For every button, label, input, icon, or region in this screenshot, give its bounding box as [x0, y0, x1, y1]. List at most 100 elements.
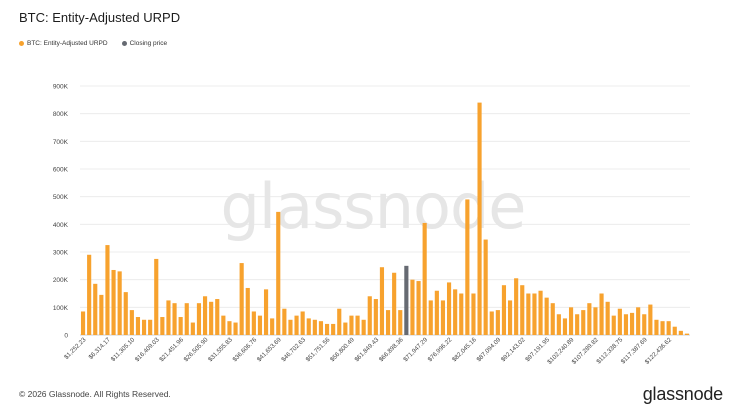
urpd-bar[interactable]: [587, 303, 592, 335]
urpd-bar[interactable]: [648, 304, 653, 335]
urpd-bar[interactable]: [367, 296, 372, 335]
urpd-bar[interactable]: [629, 312, 635, 335]
legend-item-urpd[interactable]: BTC: Entity-Adjusted URPD: [19, 40, 108, 47]
urpd-bar[interactable]: [343, 322, 348, 335]
urpd-bar[interactable]: [80, 311, 86, 335]
urpd-bar[interactable]: [148, 319, 153, 335]
urpd-bar[interactable]: [605, 301, 610, 335]
urpd-bar[interactable]: [349, 315, 354, 335]
urpd-bar[interactable]: [684, 333, 690, 335]
urpd-bar[interactable]: [526, 293, 531, 336]
urpd-bar[interactable]: [270, 318, 275, 335]
urpd-bar[interactable]: [233, 322, 238, 335]
urpd-bar[interactable]: [105, 245, 110, 335]
urpd-bar[interactable]: [221, 315, 226, 335]
urpd-bar[interactable]: [196, 303, 202, 335]
urpd-bar[interactable]: [556, 314, 561, 335]
urpd-bar[interactable]: [678, 330, 683, 335]
urpd-bar[interactable]: [544, 297, 549, 335]
closing-price-bar[interactable]: [404, 265, 409, 335]
urpd-bar[interactable]: [87, 254, 92, 335]
urpd-bar[interactable]: [202, 296, 208, 335]
urpd-bar[interactable]: [99, 294, 104, 335]
urpd-bar[interactable]: [514, 278, 519, 335]
urpd-bar[interactable]: [550, 303, 555, 335]
urpd-bar[interactable]: [172, 303, 177, 335]
urpd-bar[interactable]: [422, 222, 427, 335]
urpd-bar[interactable]: [239, 263, 244, 335]
urpd-bar[interactable]: [434, 290, 439, 335]
urpd-bar[interactable]: [410, 279, 415, 335]
urpd-bar[interactable]: [178, 317, 183, 335]
urpd-bar[interactable]: [257, 315, 263, 335]
urpd-bar[interactable]: [135, 317, 141, 335]
urpd-bar[interactable]: [660, 321, 665, 335]
urpd-bar[interactable]: [331, 323, 336, 335]
urpd-bar[interactable]: [117, 271, 122, 335]
urpd-bar[interactable]: [501, 285, 507, 335]
urpd-bar[interactable]: [398, 310, 403, 335]
urpd-bar[interactable]: [263, 289, 269, 335]
urpd-bar[interactable]: [599, 293, 604, 336]
urpd-bar[interactable]: [385, 310, 391, 335]
urpd-bar[interactable]: [111, 269, 116, 335]
urpd-bar[interactable]: [453, 289, 458, 335]
urpd-bar[interactable]: [593, 307, 598, 335]
urpd-bar[interactable]: [666, 321, 671, 335]
urpd-bar[interactable]: [93, 283, 98, 335]
urpd-bar[interactable]: [190, 322, 195, 335]
urpd-bar[interactable]: [654, 319, 659, 335]
urpd-bar[interactable]: [538, 290, 543, 335]
urpd-bar[interactable]: [141, 319, 147, 335]
urpd-bar[interactable]: [581, 310, 586, 335]
urpd-bar[interactable]: [294, 315, 299, 335]
urpd-bar[interactable]: [446, 282, 452, 335]
urpd-bar[interactable]: [282, 308, 287, 335]
legend-item-closing-price[interactable]: Closing price: [121, 40, 167, 47]
urpd-bar[interactable]: [392, 272, 397, 335]
urpd-bar[interactable]: [611, 315, 616, 335]
urpd-bar[interactable]: [215, 299, 220, 335]
urpd-bar[interactable]: [477, 102, 482, 335]
urpd-bar[interactable]: [379, 267, 385, 335]
urpd-bar[interactable]: [440, 300, 446, 335]
urpd-bar[interactable]: [575, 314, 580, 335]
urpd-bar[interactable]: [300, 311, 305, 335]
urpd-bar[interactable]: [288, 319, 293, 335]
urpd-bar[interactable]: [489, 311, 494, 335]
urpd-bar[interactable]: [471, 293, 476, 336]
urpd-bar[interactable]: [166, 300, 171, 335]
urpd-bar[interactable]: [623, 314, 629, 335]
urpd-bar[interactable]: [318, 321, 324, 335]
urpd-bar[interactable]: [428, 300, 433, 335]
urpd-bar[interactable]: [337, 308, 342, 335]
urpd-bar[interactable]: [251, 311, 256, 335]
urpd-bar[interactable]: [312, 319, 317, 335]
urpd-bar[interactable]: [520, 285, 525, 335]
urpd-bar[interactable]: [373, 299, 378, 335]
urpd-bar[interactable]: [209, 301, 214, 335]
urpd-bar[interactable]: [227, 321, 232, 335]
urpd-bar[interactable]: [507, 300, 513, 335]
urpd-bar[interactable]: [416, 281, 421, 335]
urpd-bar[interactable]: [568, 307, 574, 335]
urpd-bar[interactable]: [306, 318, 311, 335]
urpd-bar[interactable]: [276, 211, 281, 335]
urpd-bar[interactable]: [123, 292, 128, 335]
urpd-bar[interactable]: [465, 199, 470, 335]
urpd-bar[interactable]: [562, 318, 568, 335]
urpd-bar[interactable]: [459, 293, 464, 336]
urpd-bar[interactable]: [636, 307, 641, 335]
urpd-bar[interactable]: [245, 287, 250, 335]
urpd-bar[interactable]: [495, 310, 500, 335]
urpd-bar[interactable]: [324, 323, 330, 335]
urpd-bar[interactable]: [617, 308, 622, 335]
urpd-bar[interactable]: [184, 303, 189, 335]
urpd-bar[interactable]: [672, 326, 677, 335]
urpd-bar[interactable]: [532, 293, 537, 336]
urpd-bar[interactable]: [361, 319, 366, 335]
urpd-bar[interactable]: [154, 258, 159, 335]
urpd-bar[interactable]: [483, 239, 488, 335]
urpd-bar[interactable]: [642, 314, 647, 335]
urpd-bar[interactable]: [160, 317, 165, 335]
